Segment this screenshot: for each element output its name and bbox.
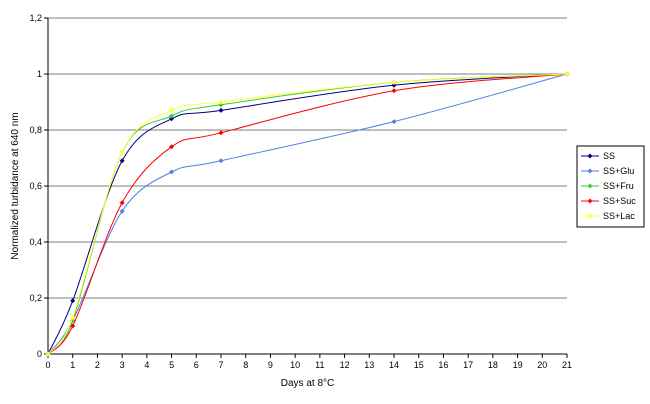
y-axis-label: Normalized turbidance at 640 nm — [10, 112, 21, 259]
x-tick-label: 0 — [45, 360, 50, 370]
y-tick-label: 0,4 — [29, 237, 42, 247]
data-point — [218, 99, 224, 105]
x-axis-label: Days at 8°C — [281, 378, 334, 389]
series-line — [47, 73, 568, 355]
x-tick-label: 13 — [364, 360, 374, 370]
data-point — [391, 82, 397, 88]
axes — [44, 17, 568, 358]
series-line — [47, 73, 568, 355]
legend-label: SS+Glu — [603, 166, 634, 176]
x-tick-label: 18 — [488, 360, 498, 370]
legend-swatch-marker — [587, 153, 593, 159]
data-point — [218, 158, 224, 164]
data-point — [119, 208, 125, 214]
series-line — [47, 73, 568, 355]
y-tick-label: 1 — [37, 69, 42, 79]
legend-swatch-marker — [587, 168, 593, 174]
x-tick-label: 14 — [389, 360, 399, 370]
legend-label: SS — [603, 151, 615, 161]
data-point — [218, 102, 224, 108]
x-tick-label: 1 — [70, 360, 75, 370]
x-tick-label: 6 — [194, 360, 199, 370]
x-tick-label: 17 — [463, 360, 473, 370]
data-point — [218, 130, 224, 136]
data-point — [218, 107, 224, 113]
series-ss-lac — [45, 71, 570, 357]
x-tick-label: 7 — [218, 360, 223, 370]
x-tick-label: 19 — [513, 360, 523, 370]
legend-label: SS+Lac — [603, 211, 635, 221]
legend-label: SS+Fru — [603, 181, 634, 191]
data-point — [169, 107, 175, 113]
x-tick-label: 10 — [290, 360, 300, 370]
x-tick-label: 9 — [268, 360, 273, 370]
legend-swatch-marker — [587, 183, 593, 189]
data-point — [391, 79, 397, 85]
x-tick-label: 15 — [414, 360, 424, 370]
series-ss-suc — [45, 71, 570, 357]
data-point — [391, 119, 397, 125]
legend-item: SS — [581, 151, 615, 161]
y-tick-label: 0,6 — [29, 181, 42, 191]
legend-swatch-marker — [587, 213, 593, 219]
x-tick-label: 2 — [95, 360, 100, 370]
data-point — [70, 298, 76, 304]
data-point — [169, 169, 175, 175]
series-line — [47, 73, 568, 355]
data-point — [119, 200, 125, 206]
data-point — [45, 351, 51, 357]
legend-item: SS+Suc — [581, 196, 636, 206]
data-point — [119, 149, 125, 155]
x-tick-label: 4 — [144, 360, 149, 370]
x-tick-label: 20 — [537, 360, 547, 370]
legend-swatch-marker — [587, 198, 593, 204]
data-point — [70, 315, 76, 321]
y-tick-label: 0,2 — [29, 293, 42, 303]
data-point — [169, 113, 175, 119]
x-tick-label: 21 — [562, 360, 572, 370]
x-tick-label: 12 — [340, 360, 350, 370]
data-point — [70, 323, 76, 329]
legend-item: SS+Glu — [581, 166, 634, 176]
y-tick-label: 1,2 — [29, 13, 42, 23]
series-layer — [45, 71, 570, 357]
data-point — [119, 158, 125, 164]
x-tick-label: 5 — [169, 360, 174, 370]
x-tick-label: 3 — [120, 360, 125, 370]
tick-labels: 00,20,40,60,811,20 1 2 3 4 5 6 7 8 9 10 11 12 13 14 15 1… — [29, 13, 572, 370]
x-tick-label: 8 — [243, 360, 248, 370]
y-tick-label: 0 — [37, 349, 42, 359]
data-point — [169, 144, 175, 150]
horizontal-grid-lines — [48, 17, 567, 299]
legend: SS SS+Glu SS+Fru SS+Suc SS+Lac — [576, 145, 645, 228]
legend-label: SS+Suc — [603, 196, 636, 206]
data-point — [564, 71, 570, 77]
data-point — [391, 88, 397, 94]
legend-item: SS+Fru — [581, 181, 634, 191]
x-tick-label: 11 — [315, 360, 324, 370]
y-tick-label: 0,8 — [29, 125, 42, 135]
x-tick-label: 16 — [438, 360, 448, 370]
legend-item: SS+Lac — [581, 211, 635, 221]
data-point — [169, 116, 175, 122]
